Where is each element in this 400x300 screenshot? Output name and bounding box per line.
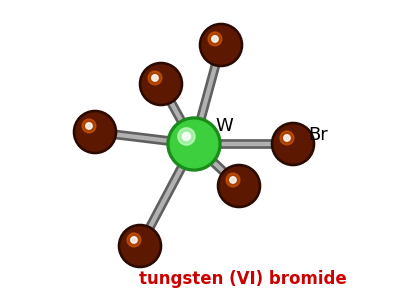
Circle shape — [280, 131, 294, 145]
Circle shape — [178, 128, 195, 145]
Circle shape — [271, 122, 315, 166]
Circle shape — [220, 167, 258, 205]
Circle shape — [127, 233, 141, 247]
Circle shape — [74, 110, 117, 154]
Circle shape — [131, 237, 137, 243]
Circle shape — [218, 164, 261, 208]
Circle shape — [148, 71, 162, 85]
Circle shape — [284, 135, 290, 141]
Text: tungsten (VI) bromide: tungsten (VI) bromide — [139, 270, 347, 288]
Circle shape — [76, 113, 114, 151]
Circle shape — [140, 62, 182, 106]
Text: Br: Br — [308, 126, 328, 144]
Circle shape — [230, 177, 236, 183]
Circle shape — [199, 23, 242, 67]
Circle shape — [226, 173, 240, 187]
Circle shape — [86, 123, 92, 129]
Circle shape — [142, 65, 180, 103]
Circle shape — [167, 117, 221, 171]
Circle shape — [208, 32, 222, 46]
Circle shape — [121, 227, 159, 265]
Circle shape — [152, 75, 158, 81]
Circle shape — [212, 36, 218, 42]
Circle shape — [82, 119, 96, 133]
Circle shape — [170, 120, 218, 168]
Circle shape — [118, 224, 162, 268]
Circle shape — [202, 26, 240, 64]
Text: W: W — [215, 117, 233, 135]
Circle shape — [182, 132, 190, 140]
Circle shape — [274, 125, 312, 163]
